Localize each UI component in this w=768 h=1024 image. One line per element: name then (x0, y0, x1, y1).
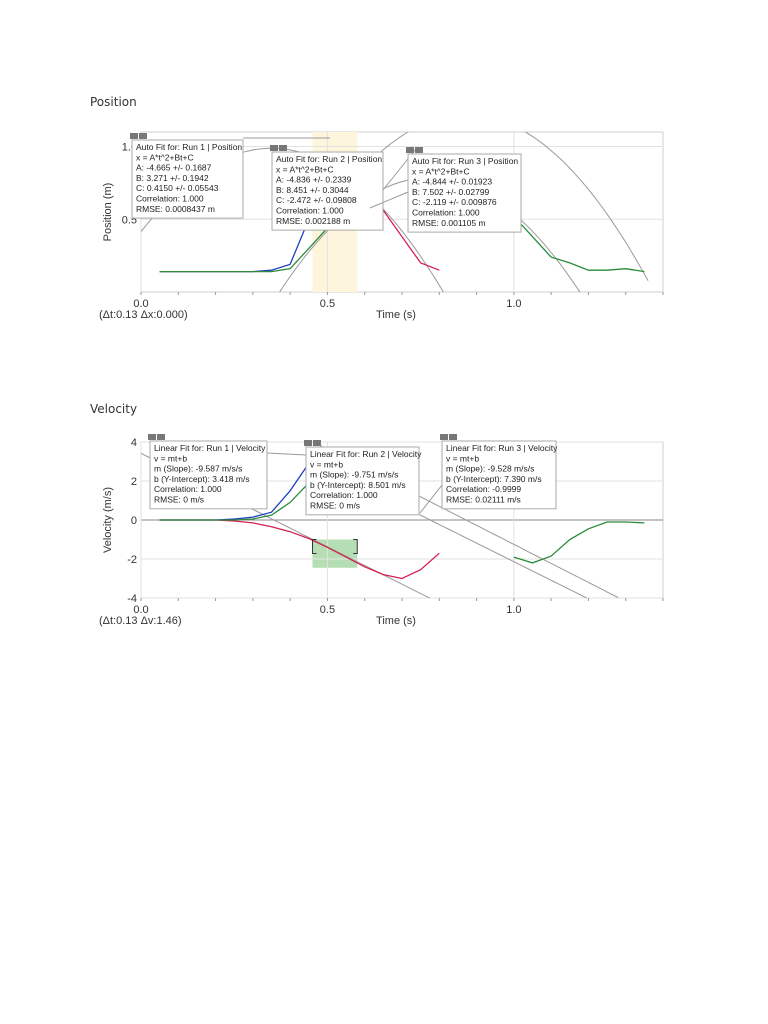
velocity-ytick-4: -4 (127, 593, 137, 605)
position-fit-box-2-line-0: Auto Fit for: Run 2 | Position (276, 154, 382, 164)
position-fit-box-frame-3 (407, 153, 522, 233)
position-fit-box-3-line-0: Auto Fit for: Run 3 | Position (412, 156, 518, 166)
velocity-fit-box-icon-b-1 (157, 434, 165, 440)
velocity-ytick-3: -2 (127, 554, 137, 566)
velocity-xtick-2: 1.0 (506, 604, 521, 616)
velocity-fit-box-3-line-1: v = mt+b (446, 453, 479, 463)
position-fit-box-3-line-2: A: -4.844 +/- 0.01923 (412, 177, 492, 187)
velocity-bracket-2 (353, 539, 358, 554)
position-ylabel: Position (m) (102, 183, 114, 242)
velocity-fit-box-3-line-5: RMSE: 0.02111 m/s (446, 495, 521, 505)
position-fit-box-1-line-0: Auto Fit for: Run 1 | Position (136, 142, 242, 152)
position-fit-box-3-line-3: B: 7.502 +/- 0.02799 (412, 187, 490, 197)
position-fit-box-icon-a-3 (406, 147, 414, 153)
position-xtick-0: 0.0 (133, 298, 148, 310)
position-fit-box-1-line-2: A: -4.665 +/- 0.1687 (136, 163, 212, 173)
position-fit-box-1-line-1: x = A*t^2+Bt+C (136, 152, 194, 162)
velocity-fit-box-icon-a-1 (148, 434, 156, 440)
velocity-fit-box-1-line-5: RMSE: 0 m/s (154, 495, 204, 505)
position-fit-box-2-line-3: B: 8.451 +/- 0.3044 (276, 185, 349, 195)
velocity-fit-box-1-line-1: v = mt+b (154, 453, 187, 463)
velocity-xlabel: Time (s) (376, 615, 416, 627)
velocity-chart[interactable]: 0.0 0.5 1.0 4 2 0 -2 -4 Time (s) Velocity (m/s) (Δ… (0, 425, 768, 645)
position-fit-box-2-line-5: Correlation: 1.000 (276, 206, 344, 216)
position-fit-box-2-line-1: x = A*t^2+Bt+C (276, 164, 334, 174)
position-fit-box-icon-b-1 (139, 133, 147, 139)
velocity-fit-box-2-line-2: m (Slope): -9.751 m/s/s (310, 470, 398, 480)
velocity-ytick-2: 0 (131, 515, 137, 527)
position-section-title: Position (90, 95, 137, 109)
position-fit-box-icon-a-1 (130, 133, 138, 139)
velocity-fit-box-frame-2 (305, 446, 420, 516)
velocity-xtick-0: 0.0 (133, 604, 148, 616)
position-fit-2 (364, 132, 649, 282)
velocity-series-3 (159, 482, 310, 521)
position-leader-3 (369, 191, 409, 209)
position-fit-box-frame-1 (131, 139, 244, 219)
position-xtick-2: 1.0 (506, 298, 521, 310)
velocity-fit-box-frame-1 (149, 440, 268, 510)
velocity-fit-box-icon-a-2 (304, 440, 312, 446)
position-fit-box-1-line-6: RMSE: 0.0008437 m (136, 204, 215, 214)
velocity-leader-3 (419, 484, 443, 514)
velocity-section-title: Velocity (90, 402, 138, 416)
velocity-fit-box-3-line-4: Correlation: -0.9999 (446, 484, 521, 494)
position-xtick-1: 0.5 (320, 298, 335, 310)
position-fit-box-frame-2 (271, 151, 384, 231)
position-fit-box-2-line-4: C: -2.472 +/- 0.09808 (276, 195, 357, 205)
velocity-bracket-1 (312, 539, 317, 554)
velocity-fit-box-2-line-5: RMSE: 0 m/s (310, 501, 360, 511)
position-fit-box-icon-b-3 (415, 147, 423, 153)
velocity-delta-readout: (Δt:0.13 Δv:1.46) (99, 615, 182, 627)
velocity-fit-box-1-line-0: Linear Fit for: Run 1 | Velocity (154, 443, 266, 453)
velocity-xtick-1: 0.5 (320, 604, 335, 616)
position-fit-box-3-line-6: RMSE: 0.001105 m (412, 218, 486, 228)
velocity-fit-box-1-line-3: b (Y-Intercept): 3.418 m/s (154, 474, 250, 484)
velocity-ylabel: Velocity (m/s) (102, 487, 114, 553)
position-fit-box-1-line-4: C: 0.4150 +/- 0.05543 (136, 183, 219, 193)
velocity-fit-box-icon-b-3 (449, 434, 457, 440)
position-fit-box-2-line-6: RMSE: 0.002188 m (276, 216, 350, 226)
position-fit-box-2-line-2: A: -4.836 +/- 0.2339 (276, 175, 352, 185)
velocity-fit-box-icon-a-3 (440, 434, 448, 440)
velocity-fit-box-icon-b-2 (313, 440, 321, 446)
velocity-fit-box-frame-3 (441, 440, 557, 510)
velocity-fit-box-2-line-4: Correlation: 1.000 (310, 490, 378, 500)
position-series-4 (513, 215, 645, 273)
velocity-fit-box-1-line-2: m (Slope): -9.587 m/s/s (154, 464, 242, 474)
velocity-fit-box-1-line-4: Correlation: 1.000 (154, 484, 222, 494)
position-fit-box-1-line-3: B: 3.271 +/- 0.1942 (136, 173, 209, 183)
velocity-fit-box-3-line-2: m (Slope): -9.528 m/s/s (446, 464, 534, 474)
velocity-fit-box-2-line-3: b (Y-Intercept): 8.501 m/s (310, 480, 406, 490)
position-fit-box-1-line-5: Correlation: 1.000 (136, 194, 204, 204)
position-fit-box-3-line-5: Correlation: 1.000 (412, 208, 480, 218)
velocity-fit-box-2-line-1: v = mt+b (310, 459, 343, 469)
position-delta-readout: (Δt:0.13 Δx:0.000) (99, 309, 188, 321)
position-fit-box-icon-b-2 (279, 145, 287, 151)
position-fit-box-3-line-4: C: -2.119 +/- 0.009876 (412, 197, 497, 207)
velocity-ytick-0: 4 (131, 437, 137, 449)
velocity-leader-1 (266, 452, 307, 456)
velocity-fit-box-3-line-3: b (Y-Intercept): 7.390 m/s (446, 474, 542, 484)
position-xlabel: Time (s) (376, 309, 416, 321)
velocity-ytick-1: 2 (131, 476, 137, 488)
position-fit-box-3-line-1: x = A*t^2+Bt+C (412, 166, 470, 176)
position-fit-box-icon-a-2 (270, 145, 278, 151)
velocity-fit-box-3-line-0: Linear Fit for: Run 3 | Velocity (446, 443, 558, 453)
velocity-series-4 (513, 521, 645, 564)
velocity-fit-box-2-line-0: Linear Fit for: Run 2 | Velocity (310, 449, 422, 459)
